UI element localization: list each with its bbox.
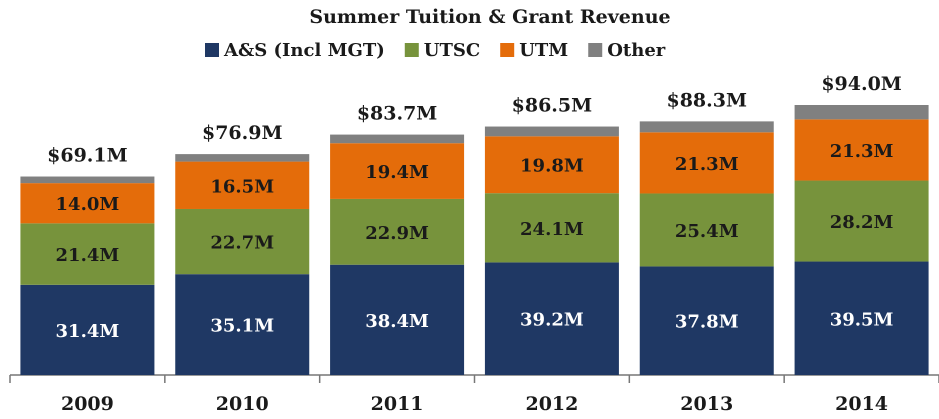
bar-segment xyxy=(639,193,774,267)
legend-label: Other xyxy=(607,40,666,61)
legend-swatch xyxy=(205,43,219,57)
bar-segment xyxy=(794,261,929,375)
value-label: 25.4M xyxy=(675,221,739,242)
total-label: $94.0M xyxy=(821,73,902,95)
value-label: 39.5M xyxy=(830,309,894,330)
legend-label: A&S (Incl MGT) xyxy=(223,40,385,61)
x-tick-label: 2009 xyxy=(61,393,114,415)
bar-segment xyxy=(330,143,465,199)
value-label: 14.0M xyxy=(56,194,120,215)
bar-segment xyxy=(330,198,465,265)
x-tick-label: 2012 xyxy=(525,393,578,415)
bar-segment xyxy=(175,208,310,275)
x-tick-label: 2010 xyxy=(216,393,269,415)
bar-segment xyxy=(484,136,619,194)
value-label: 22.7M xyxy=(210,233,274,254)
bar-segment xyxy=(20,176,155,184)
value-label: 37.8M xyxy=(675,312,739,333)
value-label: 31.4M xyxy=(56,321,120,342)
total-label: $83.7M xyxy=(357,103,438,125)
legend-swatch xyxy=(588,43,603,57)
chart-title: Summer Tuition & Grant Revenue xyxy=(309,6,670,28)
total-label: $69.1M xyxy=(47,145,128,167)
legend-swatch xyxy=(500,43,515,57)
bar-segment xyxy=(484,262,619,375)
value-label: 39.2M xyxy=(520,310,584,331)
value-label: 21.3M xyxy=(830,141,894,162)
bar-segment xyxy=(175,274,310,375)
bar-segment xyxy=(484,126,619,137)
bar-segment xyxy=(330,264,465,375)
bar-segment xyxy=(484,193,619,263)
legend-swatch xyxy=(404,43,419,57)
bar-segment xyxy=(20,183,155,224)
bar-segment xyxy=(639,266,774,375)
bar-segment xyxy=(20,223,155,285)
bar-segment xyxy=(639,132,774,194)
total-label: $86.5M xyxy=(512,95,593,117)
value-label: 28.2M xyxy=(830,212,894,233)
value-label: 35.1M xyxy=(210,316,274,337)
bar-segment xyxy=(330,134,465,144)
value-label: 19.4M xyxy=(365,162,429,183)
legend-label: UTM xyxy=(519,40,568,61)
bar-segment xyxy=(20,284,155,375)
total-label: $88.3M xyxy=(666,89,747,111)
bar-segment xyxy=(639,121,774,133)
value-label: 21.3M xyxy=(675,154,739,175)
value-label: 21.4M xyxy=(56,245,120,266)
value-label: 22.9M xyxy=(365,223,429,244)
bar-segment xyxy=(175,154,310,162)
x-tick-label: 2014 xyxy=(835,393,888,415)
x-tick-label: 2011 xyxy=(371,393,424,415)
bar-segment xyxy=(794,119,929,181)
total-label: $76.9M xyxy=(202,122,283,144)
value-label: 16.5M xyxy=(210,176,274,197)
bar-segment xyxy=(175,161,310,209)
value-label: 19.8M xyxy=(520,156,584,177)
bar-segment xyxy=(794,180,929,262)
value-label: 38.4M xyxy=(365,311,429,332)
x-tick-label: 2013 xyxy=(680,393,733,415)
value-label: 24.1M xyxy=(520,219,584,240)
bar-segment xyxy=(794,105,929,120)
legend-label: UTSC xyxy=(424,40,480,61)
